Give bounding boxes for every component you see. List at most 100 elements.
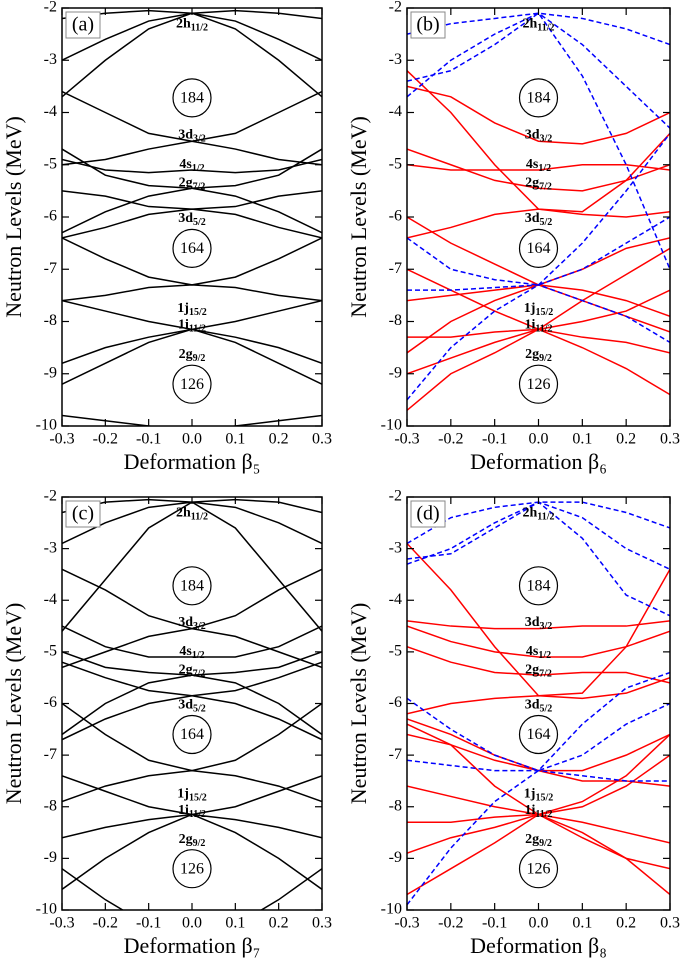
level-label: 3d3/2 [525, 615, 553, 632]
level-curve [62, 694, 322, 741]
x-tick-label: 0.3 [660, 431, 680, 448]
level-sub: 15/2 [535, 793, 553, 804]
y-tick-label: -10 [381, 417, 402, 434]
y-tick-label: -5 [389, 155, 402, 172]
y-tick-label: -2 [389, 0, 402, 16]
magic-circle [172, 364, 212, 404]
x-tick-label: -0.1 [482, 915, 507, 932]
y-tick-label: -2 [44, 0, 57, 16]
panel: -0.3 -0.2 -0.1 0.0 0.1 0.2 0.3 -10 -9 -8 -7 -6 -5 -4 -… [1, 488, 332, 958]
x-tick-label: -0.3 [49, 431, 74, 448]
x-tick-label: 0.0 [529, 431, 549, 448]
level-name: 1j [177, 301, 189, 316]
y-tick-label: -9 [389, 849, 402, 866]
y-tick-label: -7 [44, 746, 57, 763]
y-tick-label: -8 [389, 797, 402, 814]
panel-label-box [410, 500, 446, 528]
x-tick-label: 0.3 [312, 915, 332, 932]
x-tick-label: 0.0 [182, 431, 202, 448]
level-curve [62, 140, 322, 166]
level-label: 3d3/2 [178, 615, 206, 632]
level-curve [407, 328, 670, 354]
level-label: 3d5/2 [178, 211, 206, 228]
level-name: 3d [178, 128, 193, 143]
x-tick-label: 0.1 [572, 915, 592, 932]
level-name: 1i [524, 803, 535, 818]
level-sub: 11/2 [537, 512, 554, 523]
panel: -0.3 -0.2 -0.1 0.0 0.1 0.2 0.3 -10 -9 -8 -7 -6 -5 -4 -… [346, 488, 680, 958]
level-curve [62, 868, 322, 910]
x-tick-label: 0.0 [182, 915, 202, 932]
level-curve [407, 723, 670, 816]
x-tick-label: 0.2 [269, 431, 289, 448]
magic-number: 126 [527, 376, 551, 393]
x-tick-label: 0.0 [529, 915, 549, 932]
level-curve [62, 625, 322, 658]
level-label: 2g9/2 [179, 832, 206, 849]
y-tick-label: -10 [381, 901, 402, 918]
level-name: 3d [178, 698, 193, 713]
level-name: 3d [525, 698, 540, 713]
level-label: 1j15/2 [177, 787, 206, 804]
level-name: 4s [179, 644, 192, 659]
level-label: 2g7/2 [179, 176, 206, 193]
level-sub: 3/2 [540, 621, 553, 632]
level-curve [62, 328, 322, 365]
x-tick-label: -0.1 [482, 431, 507, 448]
level-name: 3d [178, 615, 193, 630]
level-label: 4s1/2 [179, 157, 204, 174]
level-curve [62, 190, 322, 210]
level-curve [62, 627, 322, 669]
x-tick-label: -0.3 [394, 431, 419, 448]
level-sub: 11/2 [537, 23, 554, 34]
level-label: 3d5/2 [525, 698, 553, 715]
magic-circle [518, 566, 559, 606]
x-axis-title: Deformation β₆ [470, 449, 607, 474]
level-label: 2h11/2 [176, 506, 208, 523]
y-tick-label: -10 [36, 417, 57, 434]
x-tick-label: 0.1 [225, 915, 245, 932]
level-label: 2g9/2 [525, 832, 552, 849]
x-tick-label: 0.1 [225, 431, 245, 448]
level-label: 2h11/2 [522, 17, 554, 34]
level-sub: 11/2 [189, 809, 206, 820]
level-label: 1i11/2 [524, 803, 552, 820]
x-tick-label: -0.2 [438, 431, 463, 448]
y-tick-label: -3 [44, 539, 57, 556]
panel-label: (b) [416, 14, 439, 36]
level-label: 2g7/2 [179, 663, 206, 680]
magic-number: 184 [180, 577, 204, 594]
x-tick-label: -0.2 [93, 431, 118, 448]
level-sub: 1/2 [538, 163, 551, 174]
level-label: 4s1/2 [179, 644, 204, 661]
y-tick-label: -4 [44, 591, 57, 608]
level-sub: 5/2 [193, 704, 206, 715]
level-name: 2g [525, 663, 539, 678]
level-curve [407, 754, 670, 816]
level-curve [62, 284, 322, 302]
magic-circle [518, 228, 559, 268]
level-label: 2g9/2 [525, 347, 552, 364]
level-label: 2g9/2 [179, 347, 206, 364]
level-name: 1j [524, 301, 536, 316]
x-tick-label: -0.3 [394, 915, 419, 932]
magic-number: 184 [527, 577, 551, 594]
level-curve [62, 813, 322, 839]
level-name: 4s [179, 157, 192, 172]
y-tick-label: -7 [44, 260, 57, 277]
level-sub: 1/2 [192, 650, 205, 661]
level-label: 3d3/2 [525, 128, 553, 145]
magic-circle [172, 714, 212, 755]
x-tick-label: -0.3 [49, 915, 74, 932]
y-tick-label: -9 [389, 364, 402, 381]
level-label: 4s1/2 [526, 157, 551, 174]
y-tick-label: -6 [389, 208, 402, 225]
level-curve [407, 85, 670, 145]
level-name: 2h [522, 506, 537, 521]
level-name: 2h [522, 17, 537, 32]
level-name: 1j [524, 787, 536, 802]
level-sub: 11/2 [535, 809, 552, 820]
level-label: 2g7/2 [525, 663, 552, 680]
magic-circle [172, 566, 212, 606]
